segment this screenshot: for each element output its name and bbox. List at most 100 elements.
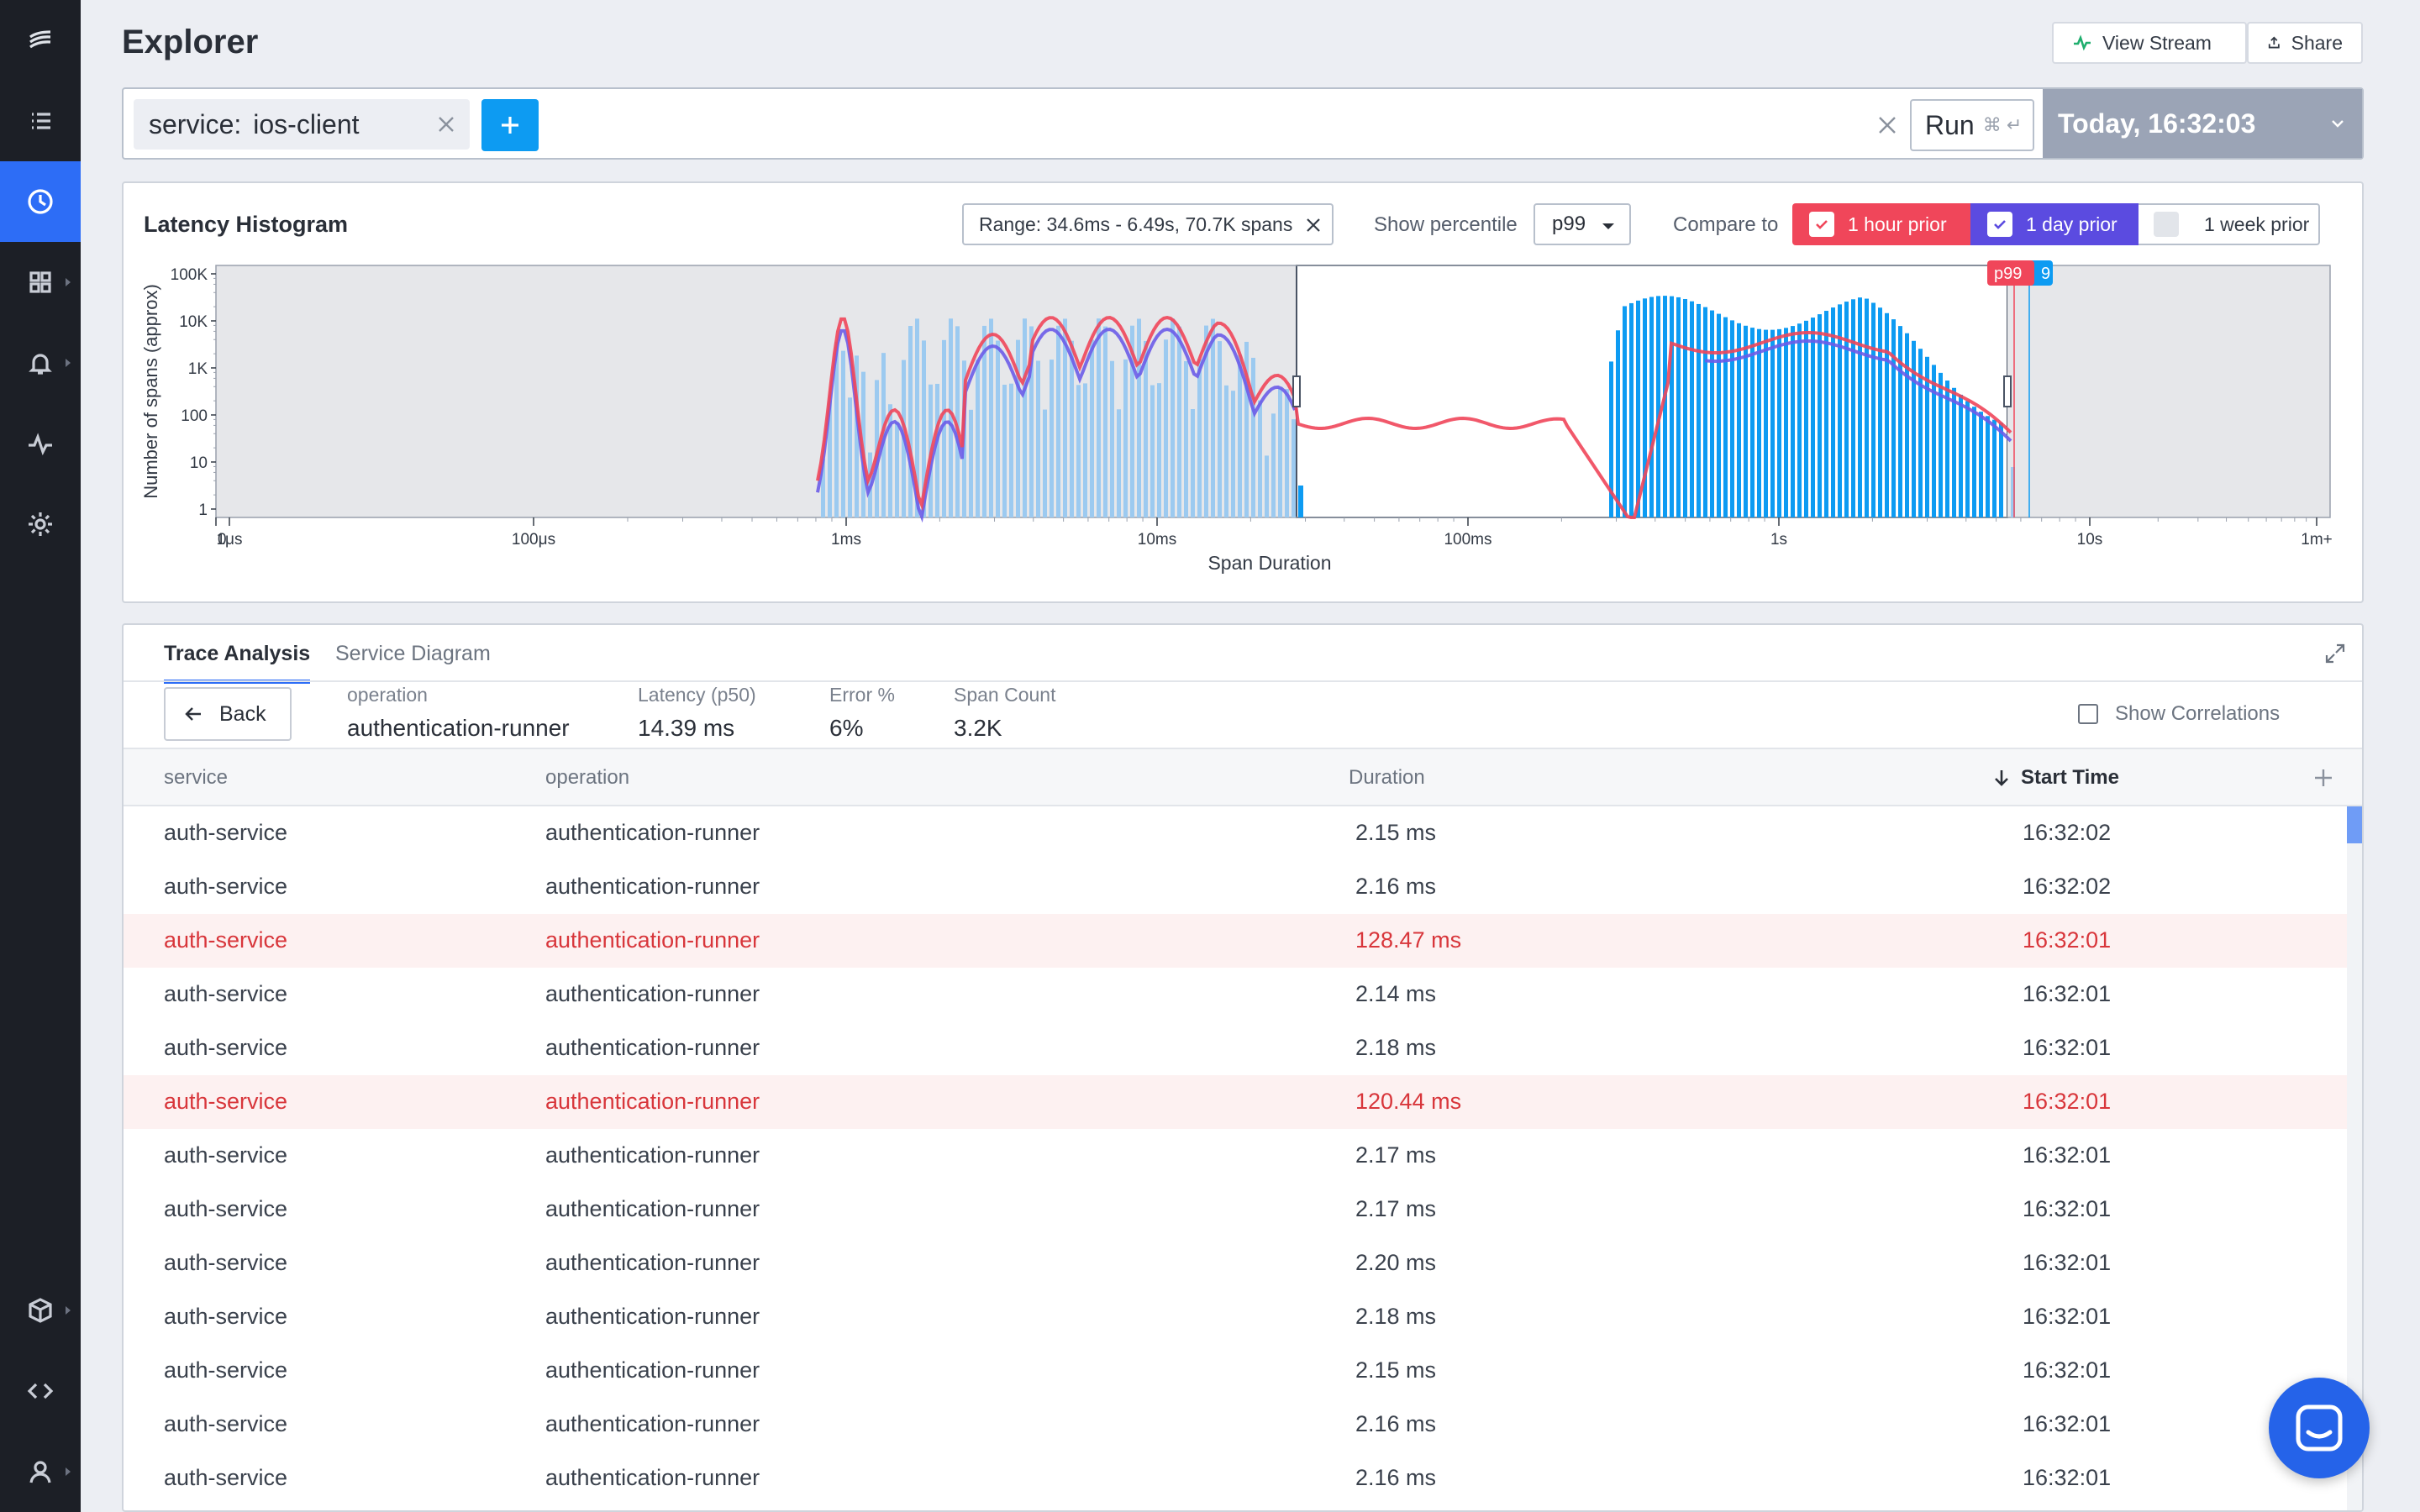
histogram-bar bbox=[1737, 323, 1741, 517]
code-icon[interactable] bbox=[0, 1351, 81, 1431]
cell-operation: authentication-runner bbox=[545, 1250, 760, 1275]
gear-icon[interactable] bbox=[0, 484, 81, 564]
cell-service: auth-service bbox=[164, 1250, 288, 1275]
checkbox-checked-icon bbox=[1987, 212, 2012, 237]
histogram-bar bbox=[1164, 339, 1168, 517]
run-shortcut: ⌘ ↵ bbox=[1982, 114, 2023, 135]
table-row[interactable]: auth-service authentication-runner 2.17 ms… bbox=[124, 1183, 2349, 1236]
show-correlations-toggle[interactable]: Show Correlations bbox=[2078, 702, 2280, 726]
share-icon bbox=[2268, 36, 2280, 49]
cube-icon[interactable] bbox=[0, 1270, 81, 1351]
range-handle-left[interactable] bbox=[1292, 375, 1301, 407]
column-header-service[interactable]: service bbox=[164, 766, 229, 789]
x-tick-label: 100ms bbox=[1444, 531, 1491, 549]
table-row[interactable]: auth-service authentication-runner 2.20 ms… bbox=[124, 1236, 2349, 1290]
expand-icon[interactable] bbox=[2323, 642, 2347, 665]
clock-icon[interactable] bbox=[0, 161, 81, 242]
scrollbar-track[interactable] bbox=[2347, 806, 2362, 1510]
table-row[interactable]: auth-service authentication-runner 2.16 ms… bbox=[124, 860, 2349, 914]
table-row[interactable]: auth-service authentication-runner 2.16 ms… bbox=[124, 1452, 2349, 1505]
pulse-icon bbox=[2074, 34, 2091, 51]
histogram-bar bbox=[989, 318, 993, 517]
histogram-bar bbox=[1670, 296, 1674, 517]
range-handle-right[interactable] bbox=[2003, 375, 2012, 407]
range-chip[interactable]: Range: 34.6ms - 6.49s, 70.7K spans bbox=[962, 203, 1334, 245]
table-row[interactable]: auth-service authentication-runner 2.14 ms… bbox=[124, 968, 2349, 1021]
histogram-bar bbox=[848, 397, 852, 517]
view-stream-button[interactable]: View Stream bbox=[2052, 22, 2247, 64]
column-header-duration[interactable]: Duration bbox=[1349, 766, 1425, 789]
histogram-bar bbox=[1959, 394, 1963, 517]
query-bar[interactable]: service: ios-client Run ⌘ ↵ Today, 16:32… bbox=[122, 87, 2364, 160]
table-row[interactable]: auth-service authentication-runner 2.17 ms… bbox=[124, 1129, 2349, 1183]
percentile-select[interactable]: p99 bbox=[1534, 203, 1631, 245]
column-header-operation[interactable]: operation bbox=[545, 766, 630, 789]
compare-1-week-prior-toggle[interactable]: 1 week prior bbox=[2139, 203, 2320, 245]
x-tick-label: 10s bbox=[2077, 531, 2103, 549]
time-range-dropdown[interactable]: Today, 16:32:03 bbox=[2043, 89, 2362, 158]
histogram-bar bbox=[1697, 303, 1701, 517]
compare-label: 1 hour prior bbox=[1848, 213, 1947, 235]
histogram-bar bbox=[1858, 297, 1862, 517]
chip-key: service: bbox=[149, 108, 242, 139]
histogram-bar bbox=[1056, 325, 1060, 517]
table-row[interactable]: auth-service authentication-runner 2.15 ms… bbox=[124, 806, 2349, 860]
cell-operation: authentication-runner bbox=[545, 1035, 760, 1060]
query-chip-service[interactable]: service: ios-client bbox=[134, 99, 470, 150]
pulse-icon[interactable] bbox=[0, 403, 81, 484]
histogram-bar bbox=[1683, 298, 1687, 517]
histogram-bar bbox=[1986, 416, 1990, 517]
histogram-bar bbox=[1184, 360, 1188, 517]
chip-value: ios-client bbox=[253, 108, 360, 139]
add-column-icon[interactable] bbox=[2312, 766, 2335, 790]
histogram-bar bbox=[922, 340, 926, 517]
y-tick-label: 100K bbox=[171, 266, 208, 284]
bell-icon[interactable] bbox=[0, 323, 81, 403]
compare-1-day-prior-toggle[interactable]: 1 day prior bbox=[1970, 203, 2139, 245]
x-tick-label: 0 bbox=[218, 531, 227, 549]
y-tick-label: 100 bbox=[181, 407, 208, 425]
share-button[interactable]: Share bbox=[2247, 22, 2363, 64]
add-filter-button[interactable] bbox=[481, 99, 539, 151]
list-icon[interactable] bbox=[0, 81, 81, 161]
cell-start-time: 16:32:01 bbox=[2023, 981, 2112, 1006]
user-icon[interactable] bbox=[0, 1431, 81, 1512]
histogram-bar bbox=[1972, 407, 1976, 517]
table-row[interactable]: auth-service authentication-runner 2.18 ms… bbox=[124, 1021, 2349, 1075]
trace-table-body: auth-service authentication-runner 2.15 ms… bbox=[124, 806, 2349, 1505]
histogram-bar bbox=[1090, 339, 1094, 517]
histogram-bar bbox=[1036, 360, 1040, 517]
column-header-start-time[interactable]: Start Time bbox=[1992, 766, 2119, 790]
compare-to-label: Compare to bbox=[1673, 213, 1779, 236]
cell-start-time: 16:32:01 bbox=[2023, 927, 2112, 953]
histogram-bar bbox=[1643, 298, 1647, 517]
scrollbar-thumb[interactable] bbox=[2347, 806, 2362, 843]
cell-operation: authentication-runner bbox=[545, 927, 760, 953]
table-row[interactable]: auth-service authentication-runner 2.15 ms… bbox=[124, 1344, 2349, 1398]
chat-support-button[interactable] bbox=[2269, 1378, 2370, 1478]
logo-icon[interactable] bbox=[0, 0, 81, 81]
tab-trace-analysis[interactable]: Trace Analysis bbox=[164, 642, 311, 684]
run-label: Run bbox=[1925, 109, 1975, 140]
expand-caret-icon bbox=[66, 1306, 71, 1315]
histogram-bar bbox=[935, 383, 939, 517]
clear-range-icon[interactable] bbox=[1305, 217, 1322, 234]
table-row[interactable]: auth-service authentication-runner 2.16 ms… bbox=[124, 1398, 2349, 1452]
compare-1-hour-prior-toggle[interactable]: 1 hour prior bbox=[1792, 203, 1970, 245]
histogram-bar bbox=[1750, 328, 1754, 517]
table-row-error[interactable]: auth-service authentication-runner 120.44 … bbox=[124, 1075, 2349, 1129]
tab-service-diagram[interactable]: Service Diagram bbox=[335, 642, 491, 665]
histogram-bar bbox=[1224, 385, 1228, 517]
run-button[interactable]: Run ⌘ ↵ bbox=[1910, 99, 2034, 151]
histogram-bar bbox=[1609, 361, 1613, 517]
histogram-bar bbox=[1965, 401, 1970, 517]
remove-chip-icon[interactable] bbox=[434, 113, 458, 136]
table-row-error[interactable]: auth-service authentication-runner 128.47 … bbox=[124, 914, 2349, 968]
cell-operation: authentication-runner bbox=[545, 874, 760, 899]
back-button[interactable]: Back bbox=[164, 687, 292, 741]
histogram-bar bbox=[1932, 365, 1936, 517]
clear-query-icon[interactable] bbox=[1875, 113, 1900, 138]
table-row[interactable]: auth-service authentication-runner 2.18 ms… bbox=[124, 1290, 2349, 1344]
grid-icon[interactable] bbox=[0, 242, 81, 323]
